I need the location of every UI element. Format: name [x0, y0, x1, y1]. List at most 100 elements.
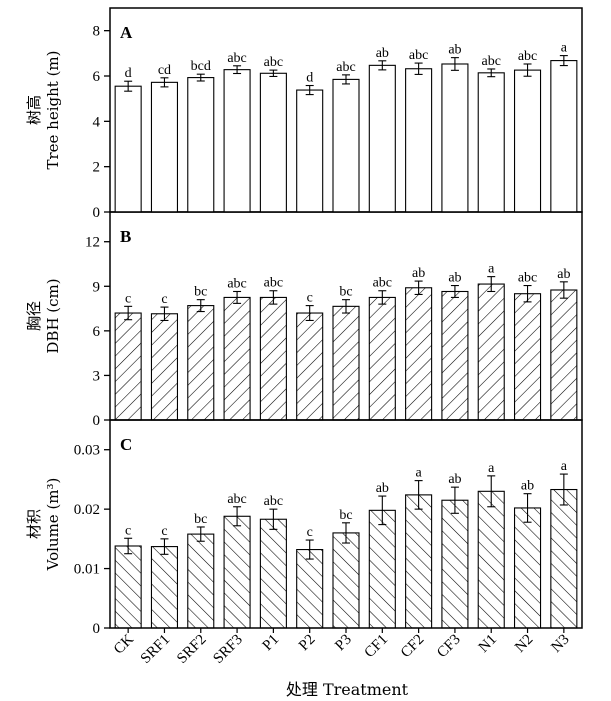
- error-bar: [269, 508, 278, 530]
- significance-label: cd: [158, 63, 171, 78]
- error-bar: [450, 57, 459, 71]
- significance-label: c: [125, 523, 131, 538]
- bar-c-cf2: [405, 494, 433, 629]
- significance-label: abc: [227, 276, 246, 291]
- y-tick-label: 6: [93, 324, 101, 340]
- panel-b: 0 3 6 9 12 B 胸径 DBH (cm) c c bc abc abc c bc abc ab ab a ab…: [25, 211, 583, 429]
- bar-b-cf3: [441, 290, 469, 421]
- error-bar: [124, 305, 133, 321]
- significance-label: abc: [336, 60, 355, 75]
- bar-c-n1: [477, 490, 505, 629]
- significance-label: ab: [412, 266, 425, 281]
- error-bar: [160, 306, 169, 322]
- y-tick-label: 0: [93, 205, 101, 221]
- x-tick-label: SRF1: [138, 632, 173, 667]
- error-bar: [342, 299, 350, 314]
- error-bar: [414, 62, 423, 75]
- significance-label: bc: [194, 285, 207, 300]
- x-tick-label: CF3: [434, 632, 464, 662]
- bar-c-srf3: [223, 515, 251, 629]
- bar-c-cf1: [368, 509, 396, 629]
- bar-a-n1: [477, 72, 505, 213]
- bar-a-p2: [296, 89, 324, 213]
- error-bar: [196, 73, 205, 82]
- error-bar: [342, 522, 350, 544]
- significance-label: d: [125, 66, 132, 81]
- bar-a-srf1: [150, 81, 179, 213]
- y-tick-label: 8: [93, 24, 101, 40]
- bar-a-ck: [114, 85, 142, 213]
- x-tick-label: P3: [332, 632, 355, 655]
- bar-c-srf1: [150, 546, 179, 629]
- significance-label: c: [307, 525, 313, 540]
- y-axis-title-en: DBH (cm): [44, 278, 62, 353]
- error-bar: [269, 69, 278, 78]
- x-axis-tick-labels: CK SRF1 SRF2 SRF3 P1 P2 P3 CF1 CF2 CF3 N1 N2 N3: [111, 631, 573, 667]
- significance-label: abc: [227, 492, 246, 507]
- bar-a-p1: [259, 72, 287, 213]
- significance-label: c: [161, 524, 167, 539]
- x-axis-title: 处理 Treatment: [286, 680, 409, 699]
- significance-label: abc: [227, 51, 246, 66]
- error-bar: [269, 290, 278, 305]
- y-axis-title-cn: 材积: [25, 509, 43, 539]
- y-tick-label: 0: [93, 413, 101, 429]
- bar-a-p3: [332, 78, 360, 213]
- significance-label: bcd: [191, 59, 211, 74]
- x-tick-label: P1: [260, 632, 283, 655]
- bar-c-p3: [332, 532, 360, 629]
- bar-c-cf3: [441, 499, 469, 629]
- significance-label: abc: [264, 494, 283, 509]
- x-tick-label: N1: [476, 632, 500, 656]
- x-tick-label: N2: [512, 632, 536, 656]
- panel-a: 0 2 4 6 8 A 树高 Tree height (m) d cd bcd abc abc d abc a…: [25, 7, 583, 221]
- error-bar: [559, 473, 568, 506]
- error-bar: [450, 486, 459, 514]
- x-tick-label: N3: [548, 632, 572, 656]
- error-bar: [233, 65, 242, 75]
- significance-label: bc: [339, 285, 352, 300]
- error-bar: [342, 74, 350, 85]
- significance-label: a: [561, 41, 568, 56]
- significance-label: abc: [264, 55, 283, 70]
- y-axis-title-cn: 胸径: [25, 301, 43, 331]
- y-tick-label: 4: [93, 114, 101, 130]
- x-tick-label: CK: [111, 631, 137, 657]
- significance-label: abc: [264, 276, 283, 291]
- bar-b-srf2: [187, 305, 215, 421]
- significance-label: a: [488, 461, 495, 476]
- error-bar: [523, 493, 532, 523]
- error-bar: [233, 506, 242, 527]
- x-tick-label: CF1: [362, 632, 392, 662]
- error-bar: [305, 539, 314, 560]
- error-bar: [124, 80, 133, 92]
- error-bar: [378, 495, 387, 526]
- bar-b-p2: [296, 312, 324, 421]
- y-tick-label: 0: [93, 621, 101, 637]
- bar-b-n2: [513, 293, 542, 421]
- significance-label: a: [488, 262, 495, 277]
- bar-a-cf1: [368, 64, 396, 213]
- y-axis-title-en: Volume (m³): [44, 478, 62, 572]
- bar-c-p1: [259, 518, 287, 629]
- y-tick-label: 0.02: [74, 502, 100, 518]
- significance-label: ab: [448, 271, 461, 286]
- error-bar: [378, 60, 387, 71]
- significance-label: ab: [376, 46, 389, 61]
- significance-label: abc: [518, 49, 537, 64]
- significance-label: ab: [448, 472, 461, 487]
- bar-c-n2: [513, 507, 542, 629]
- y-tick-label: 9: [93, 279, 101, 295]
- significance-label: abc: [373, 276, 392, 291]
- bar-c-ck: [114, 545, 142, 629]
- significance-label: a: [416, 466, 423, 481]
- error-bar: [450, 284, 459, 298]
- error-bar: [523, 63, 532, 77]
- panel-letter: B: [120, 227, 131, 246]
- bar-b-ck: [114, 312, 142, 421]
- y-tick-label: 12: [85, 235, 100, 251]
- significance-label: c: [161, 292, 167, 307]
- significance-label: ab: [376, 481, 389, 496]
- error-bar: [487, 276, 496, 293]
